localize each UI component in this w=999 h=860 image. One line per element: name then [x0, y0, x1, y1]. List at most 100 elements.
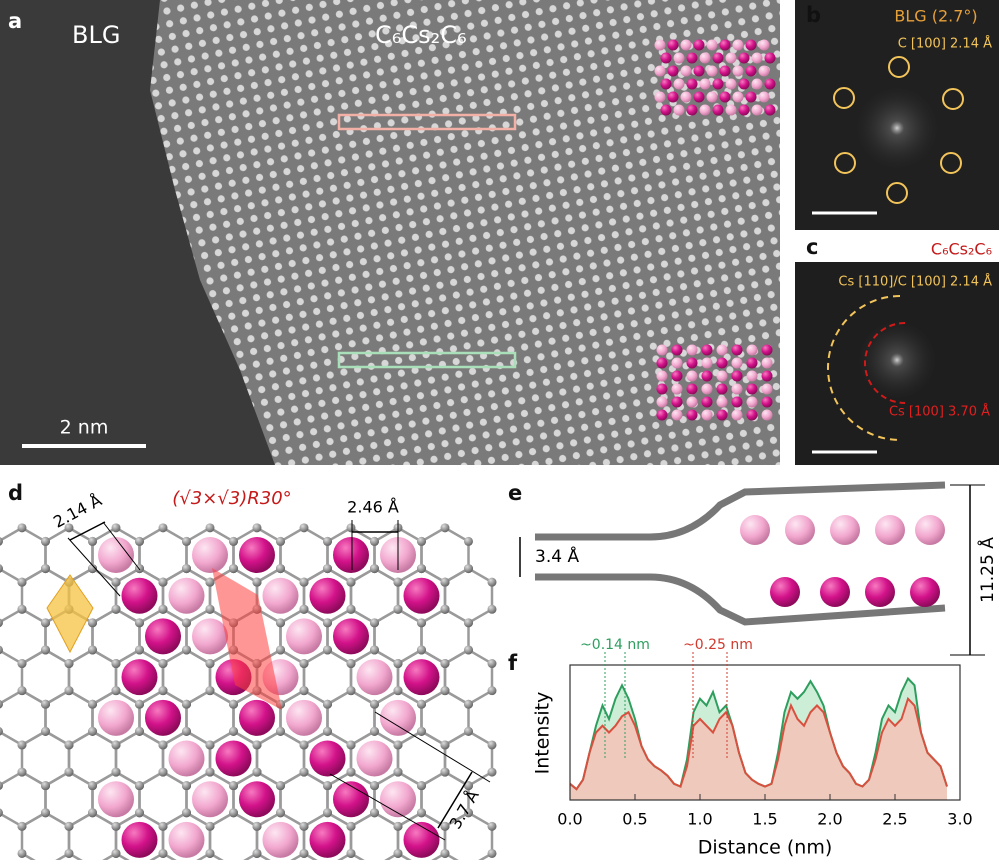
carbon-atom: [323, 645, 332, 655]
carbon-atom: [346, 659, 356, 669]
cs-atoms: [98, 537, 440, 858]
atom: [712, 78, 724, 90]
carbon-atom: [464, 808, 473, 818]
carbon-atom: [252, 577, 262, 587]
atom: [745, 65, 757, 77]
atom: [686, 344, 698, 356]
atom: [654, 91, 666, 103]
carbon-atom: [41, 808, 50, 818]
carbon-atom: [111, 740, 121, 750]
carbon-atom: [370, 726, 379, 736]
cs-atom: [356, 659, 393, 696]
carbon-atom: [158, 659, 168, 669]
atom: [751, 104, 763, 116]
x-tick-label: 3.0: [947, 810, 972, 829]
atom: [725, 52, 737, 64]
atom: [764, 78, 776, 90]
hexagon: [0, 526, 47, 584]
annotation: Cs [110]/C [100] 2.14 Å: [838, 274, 992, 290]
dim-arrow: [437, 771, 473, 829]
atom: [758, 39, 770, 51]
carbon-atom: [182, 726, 191, 736]
atom: [725, 104, 737, 116]
x-tick-label: 1.5: [752, 810, 777, 829]
cs-atom: [121, 577, 158, 614]
atom: [693, 65, 705, 77]
carbon-atom: [299, 767, 309, 777]
blg-region: [0, 0, 275, 465]
carbon-atom: [276, 781, 285, 791]
carbon-atom: [229, 726, 238, 736]
carbon-atom: [205, 740, 215, 750]
atom: [656, 383, 668, 395]
carbon-atom: [41, 645, 50, 655]
atom: [656, 396, 668, 408]
carbon-atom: [346, 523, 356, 533]
carbon-atom: [299, 848, 309, 858]
carbon-atom: [205, 604, 215, 614]
atom: [693, 39, 705, 51]
carbon-atom: [276, 645, 285, 655]
cs-atom: [192, 781, 228, 818]
carbon-atom: [17, 659, 27, 669]
carbon-atom: [323, 781, 332, 791]
carbon-atom: [229, 781, 238, 791]
cs-atom: [309, 740, 346, 777]
inset-bottom: [656, 344, 773, 421]
carbon-atom: [111, 767, 121, 777]
carbon-atom: [135, 645, 144, 655]
carbon-atom: [393, 740, 403, 750]
carbon-atom: [182, 536, 191, 546]
atom: [673, 78, 685, 90]
carbon-atom: [417, 726, 426, 736]
atom: [746, 370, 758, 382]
panel-label: c: [806, 235, 818, 259]
atom: [746, 357, 758, 369]
carbon-atom: [64, 740, 74, 750]
carbon-atom: [88, 645, 97, 655]
carbon-atom: [276, 564, 285, 574]
cs-atom: [910, 577, 940, 607]
carbon-atom: [182, 618, 191, 628]
cs-atom: [192, 537, 228, 573]
cs-atom: [380, 781, 416, 818]
atom: [656, 409, 668, 421]
carbon-atom: [464, 699, 473, 709]
carbon-atom: [158, 604, 168, 614]
atom: [731, 344, 743, 356]
carbon-atom: [464, 536, 473, 546]
carbon-atom: [182, 564, 191, 574]
atom: [686, 104, 698, 116]
atom: [667, 65, 679, 77]
carbon-atom: [0, 537, 3, 546]
carbon-atom: [393, 659, 403, 669]
carbon-atom: [440, 740, 450, 750]
carbon-atom: [88, 618, 97, 628]
carbon-atom: [0, 645, 3, 655]
atom: [686, 357, 698, 369]
spot: [888, 56, 910, 78]
atom: [706, 65, 718, 77]
atom: [699, 52, 711, 64]
carbon-atom: [17, 523, 27, 533]
carbon-atom: [182, 781, 191, 791]
red-box: [337, 113, 517, 131]
carbon-atom: [17, 740, 27, 750]
cs-atom: [333, 781, 369, 818]
atom: [654, 39, 666, 51]
atom: [712, 104, 724, 116]
carbon-atom: [346, 848, 356, 858]
carbon-atom: [276, 536, 285, 546]
carbon-atom: [88, 726, 97, 736]
carbon-atom: [111, 604, 121, 614]
carbon-atom: [440, 523, 450, 533]
atom: [686, 370, 698, 382]
panel-d: d (√3×√3)R30° 2.14 Å 2.46 Å 3.7 Å: [0, 481, 497, 860]
carbon-atom: [0, 700, 3, 709]
hexagon: [20, 811, 71, 860]
atom: [761, 344, 773, 356]
dim-line: [102, 521, 141, 571]
atom: [656, 370, 668, 382]
atom: [671, 396, 683, 408]
carbon-atom: [417, 781, 426, 791]
